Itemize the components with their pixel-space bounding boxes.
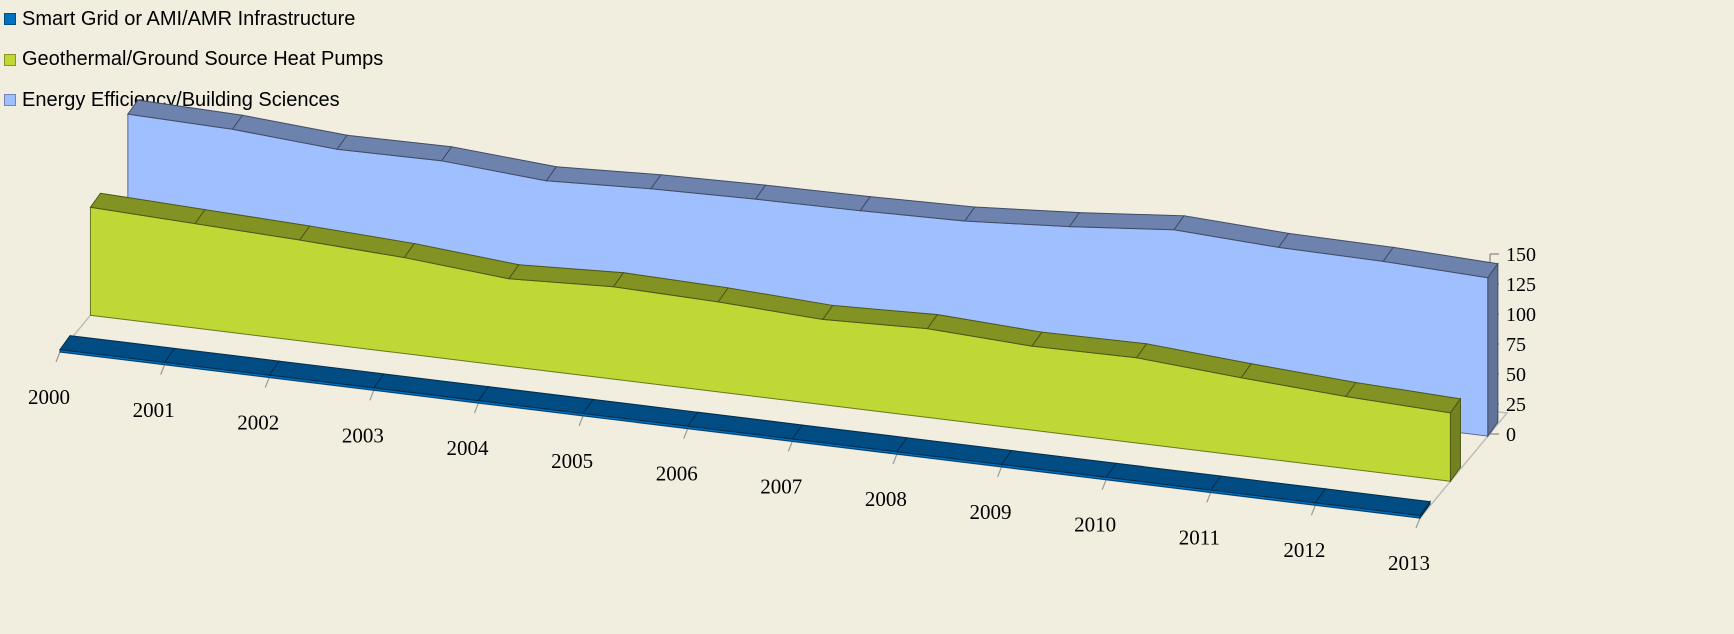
x-tick — [55, 351, 61, 363]
series-end-cap — [1487, 262, 1499, 438]
legend-swatch — [4, 94, 16, 106]
x-tick — [1206, 492, 1212, 503]
x-tick-label: 2000 — [28, 385, 70, 409]
x-tick — [1310, 505, 1316, 516]
x-tick — [578, 415, 584, 427]
x-tick — [1101, 479, 1107, 490]
x-tick-label: 2013 — [1388, 551, 1430, 575]
x-tick — [892, 453, 898, 465]
series-1 — [89, 192, 1462, 483]
x-tick — [683, 428, 689, 439]
y-tick-label: 75 — [1506, 334, 1526, 356]
legend-item: Smart Grid or AMI/AMR Infrastructure — [4, 6, 383, 32]
x-tick — [160, 364, 166, 375]
legend-item: Energy Efficiency/Building Sciences — [4, 87, 383, 113]
x-tick-label: 2008 — [865, 487, 907, 511]
x-tick-label: 2001 — [133, 398, 175, 422]
x-tick-label: 2011 — [1179, 525, 1220, 549]
x-tick — [996, 466, 1003, 478]
legend-label: Energy Efficiency/Building Sciences — [22, 88, 340, 111]
y-tick-label: 50 — [1506, 364, 1526, 386]
y-tick-label: 0 — [1506, 424, 1516, 446]
series-0 — [59, 335, 1431, 520]
legend-swatch — [4, 13, 16, 25]
series-top-segment — [1068, 212, 1185, 231]
y-tick-label: 125 — [1506, 274, 1536, 296]
x-tick-label: 2003 — [342, 423, 384, 447]
x-tick — [1415, 517, 1421, 529]
series-end-cap — [1449, 397, 1461, 483]
legend-label: Geothermal/Ground Source Heat Pumps — [22, 48, 384, 70]
legend: Smart Grid or AMI/AMR Infrastructure Geot… — [4, 6, 383, 128]
legend-label: Smart Grid or AMI/AMR Infrastructure — [22, 7, 356, 30]
x-tick-label: 2006 — [656, 462, 698, 486]
y-tick-label: 25 — [1506, 394, 1526, 416]
x-tick-label: 2002 — [237, 411, 279, 435]
x-tick-label: 2004 — [446, 436, 489, 460]
x-tick-label: 2012 — [1283, 538, 1325, 562]
x-tick — [264, 377, 270, 388]
x-tick — [787, 441, 793, 452]
x-tick-label: 2005 — [551, 449, 593, 473]
x-tick — [473, 402, 480, 414]
y-tick-label: 150 — [1506, 244, 1536, 266]
x-tick-label: 2009 — [970, 500, 1012, 524]
x-tick-label: 2010 — [1074, 513, 1116, 537]
y-tick-label: 100 — [1506, 304, 1536, 326]
x-tick-label: 2007 — [760, 474, 802, 498]
legend-swatch — [4, 53, 16, 66]
legend-item: Geothermal/Ground Source Heat Pumps — [4, 47, 383, 73]
x-tick — [369, 390, 375, 401]
series-end-cap — [1419, 500, 1431, 520]
